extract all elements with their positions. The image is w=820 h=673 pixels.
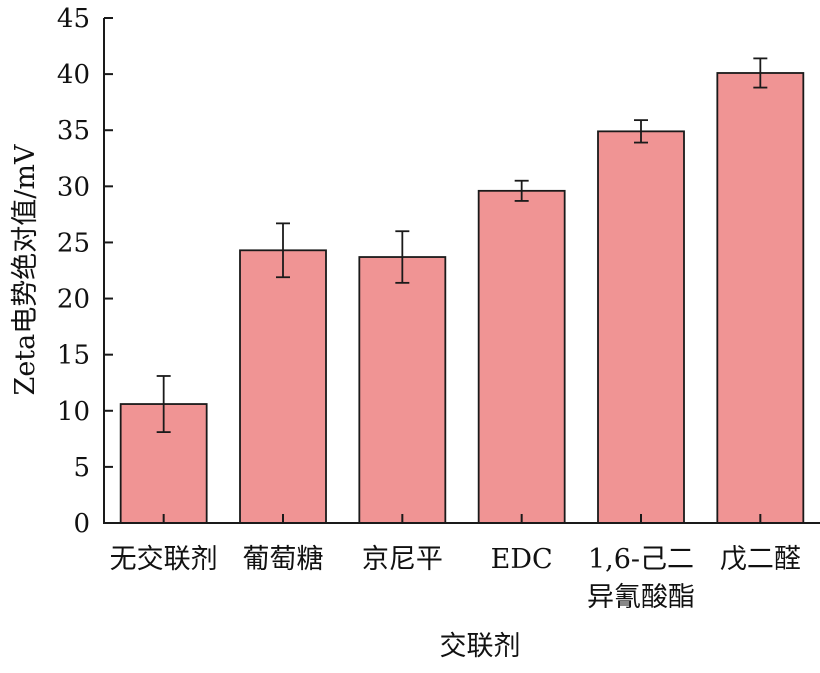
y-tick-label: 0 [73,509,90,539]
error-bars-layer [156,57,768,434]
y-axis-title: Zeta电势绝对值/mV [10,144,41,395]
x-ticks-layer [162,514,762,523]
bar [239,249,327,524]
y-tick-label: 30 [57,172,90,202]
y-tick-label: 5 [73,453,90,483]
x-category-label: 戊二醛 [720,544,801,575]
bar [477,189,566,524]
y-tick-label: 10 [57,397,90,427]
y-tick-label: 20 [57,285,90,315]
x-axis-title: 交联剂 [440,631,521,662]
x-category-label: 京尼平 [362,544,443,575]
y-ticks-layer: 0 5 10 15 20 25 30 35 40 45 [57,4,113,539]
bar [358,256,447,524]
bar [716,72,805,524]
axes-layer [103,18,820,524]
x-category-label: EDC [491,544,553,575]
y-tick-label: 45 [57,4,90,34]
y-tick-label: 15 [57,341,90,371]
x-category-label: 1,6-己二 [588,544,694,575]
bar [597,130,685,524]
x-category-label: 无交联剂 [110,544,218,575]
x-category-label: 葡萄糖 [243,544,324,575]
bars-layer [119,72,805,524]
x-category-label: 异氰酸酯 [587,582,695,613]
y-tick-label: 35 [57,116,90,146]
y-tick-label: 25 [57,228,90,258]
y-tick-label: 40 [57,60,90,90]
